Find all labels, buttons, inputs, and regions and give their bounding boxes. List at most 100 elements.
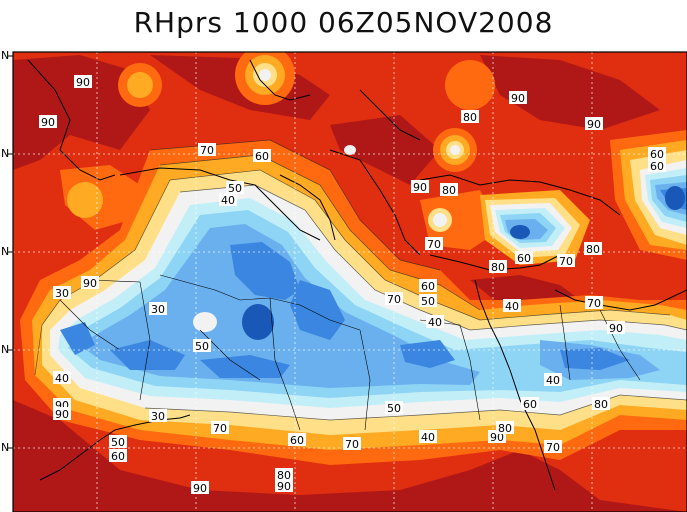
contour-label-text: 60 <box>290 434 304 447</box>
contour-label-text: 80 <box>463 111 477 124</box>
contour-label-text: 90 <box>193 482 207 495</box>
contour-label: 60 <box>648 159 666 173</box>
contour-label: 60 <box>419 279 437 293</box>
contour-label: 70 <box>385 292 403 306</box>
contour-label-text: 90 <box>83 277 97 290</box>
contour-label: 40 <box>544 373 562 387</box>
contour-label-text: 70 <box>587 297 601 310</box>
contour-label: 50 <box>193 339 211 353</box>
contour-label-text: 90 <box>55 408 69 421</box>
contour-label: 90 <box>191 481 209 495</box>
contour-label-box <box>544 440 562 453</box>
contour-label: 90 <box>607 321 625 335</box>
contour-label: 60 <box>253 149 271 163</box>
lat-ticks <box>8 55 13 449</box>
contour-label-text: 90 <box>41 116 55 129</box>
contour-label-box <box>419 430 437 443</box>
contour-label-box <box>440 183 458 196</box>
contour-label: 40 <box>53 371 71 385</box>
contour-label-box <box>39 115 57 128</box>
contour-label-box <box>109 435 127 448</box>
contour-label-text: 70 <box>200 144 214 157</box>
contour-label: 80 <box>584 242 602 256</box>
contour-label-box <box>275 468 293 481</box>
contour-label-box <box>211 421 229 434</box>
contour-label-box <box>149 409 167 422</box>
contour-label-box <box>419 294 437 307</box>
contour-label-text: 40 <box>421 431 435 444</box>
contour-label-box <box>385 292 403 305</box>
contour-label-box <box>521 397 539 410</box>
contour-label-box <box>53 371 71 384</box>
contour-label: 60 <box>648 147 666 161</box>
contour-label: 40 <box>219 193 237 207</box>
contour-label-text: 80 <box>498 422 512 435</box>
contour-label: 80 <box>440 183 458 197</box>
contour-label-text: 90 <box>76 76 90 89</box>
contour-label: 80 <box>489 260 507 274</box>
contour-label-text: 70 <box>546 441 560 454</box>
contour-label-box <box>191 481 209 494</box>
contour-label: 90 <box>39 115 57 129</box>
humidity-pocket-white <box>193 145 356 332</box>
contour-label-box <box>385 401 403 414</box>
contour-label: 80 <box>496 421 514 435</box>
contour-label: 90 <box>509 91 527 105</box>
humidity-field-25 <box>60 188 687 378</box>
contour-label-box <box>419 279 437 292</box>
contour-label-box <box>648 147 666 160</box>
contour-label-box <box>74 75 92 88</box>
contour-label: 70 <box>343 437 361 451</box>
contour-label-text: 40 <box>546 374 560 387</box>
contour-label-box <box>149 302 167 315</box>
contour-label-text: 60 <box>650 148 664 161</box>
contour-label-box <box>607 321 625 334</box>
contour-label: 50 <box>419 294 437 308</box>
contour-label-text: 50 <box>228 182 242 195</box>
contour-label-box <box>648 159 666 172</box>
contour-label-box <box>496 421 514 434</box>
contour-label: 90 <box>74 75 92 89</box>
contour-label: 60 <box>288 433 306 447</box>
contour-label: 90 <box>585 117 603 131</box>
contour-label: 70 <box>585 296 603 310</box>
contour-label: 60 <box>515 251 533 265</box>
contour-label-text: 60 <box>523 398 537 411</box>
contour-label: 40 <box>503 299 521 313</box>
contour-label: 80 <box>461 110 479 124</box>
contour-label-box <box>226 181 244 194</box>
contour-label-box <box>544 373 562 386</box>
contour-label: 80 <box>592 397 610 411</box>
contour-label-box <box>509 91 527 104</box>
contour-label-box <box>343 437 361 450</box>
contour-label-text: 80 <box>277 469 291 482</box>
contour-label: 90 <box>53 407 71 421</box>
contour-label-text: 70 <box>427 238 441 251</box>
contour-label-text: 60 <box>650 160 664 173</box>
contour-label-box <box>275 479 293 492</box>
contour-label-text: 40 <box>55 372 69 385</box>
contour-label: 30 <box>149 409 167 423</box>
contour-label-box <box>219 193 237 206</box>
contour-label: 60 <box>521 397 539 411</box>
contour-label: 30 <box>53 286 71 300</box>
contour-label-text: 30 <box>151 303 165 316</box>
contour-label: 70 <box>211 421 229 435</box>
contour-label-text: 80 <box>594 398 608 411</box>
contour-label-text: 40 <box>221 194 235 207</box>
contour-label: 70 <box>544 440 562 454</box>
contour-label-text: 60 <box>421 280 435 293</box>
contour-label-box <box>193 339 211 352</box>
contour-label-box <box>585 296 603 309</box>
lat-tick-label: N <box>1 343 10 356</box>
contour-label: 70 <box>557 254 575 268</box>
contour-label-box <box>53 407 71 420</box>
contour-label-box <box>198 143 216 156</box>
contour-label-box <box>425 237 443 250</box>
contour-label-text: 40 <box>428 316 442 329</box>
contour-label-text: 70 <box>559 255 573 268</box>
contour-label-box <box>411 180 429 193</box>
contour-label-box <box>515 251 533 264</box>
